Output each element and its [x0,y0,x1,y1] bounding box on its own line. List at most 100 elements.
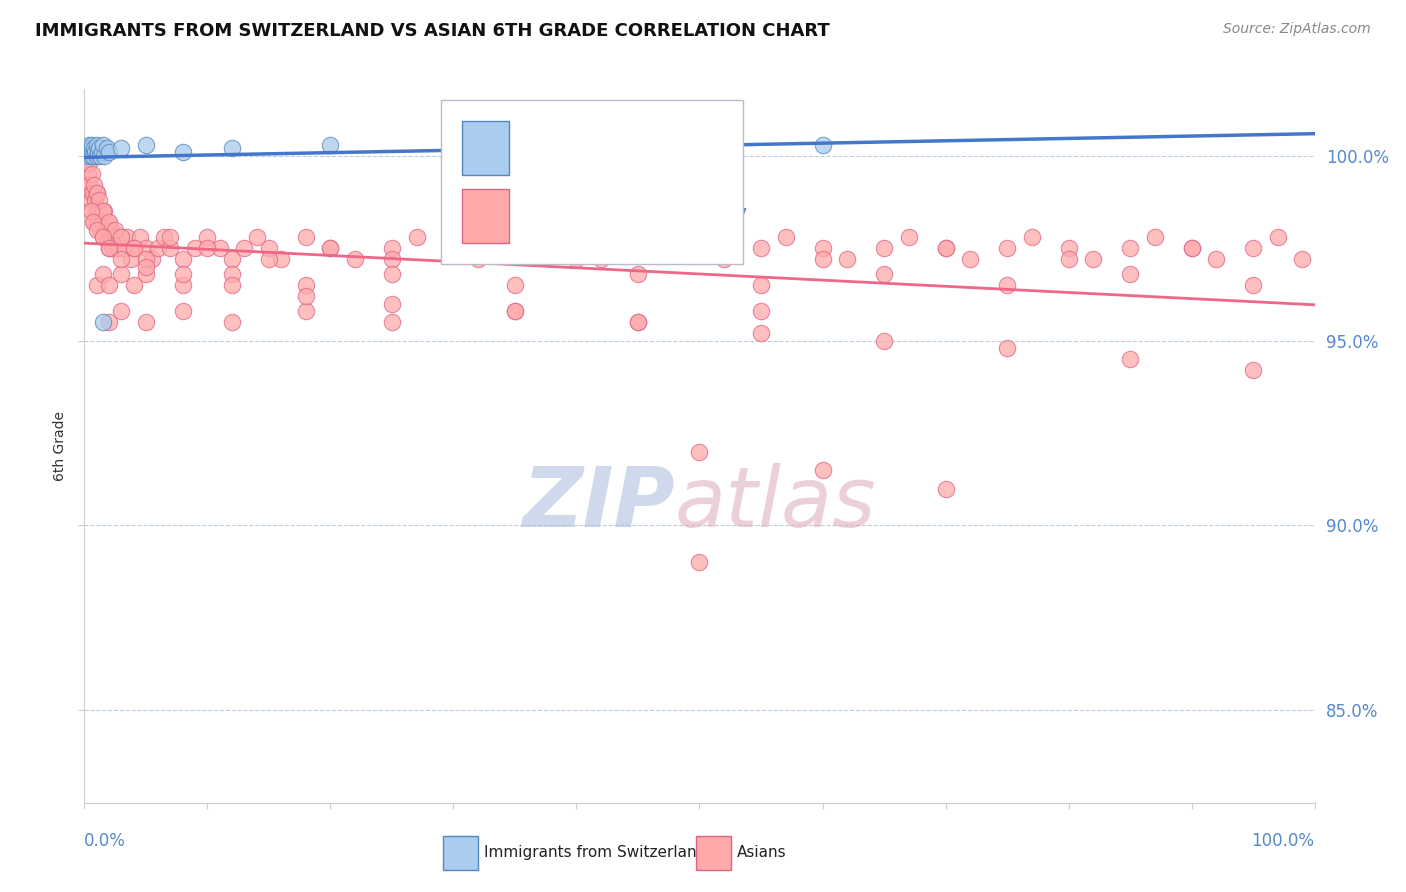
Point [148,241,170,255]
FancyBboxPatch shape [463,121,509,175]
Point [86,204,108,219]
Point [90,215,112,229]
Point [122,241,145,255]
Point [811,252,834,267]
Point [80,145,103,159]
Point [221,252,243,267]
Point [91,230,114,244]
Point [381,296,404,310]
Point [82,186,104,200]
Point [135,260,157,274]
Point [443,241,465,255]
Point [689,444,711,458]
Point [1083,252,1105,267]
Point [79,141,101,155]
Point [104,223,127,237]
Point [295,304,318,318]
Point [89,149,111,163]
Text: R =: R = [523,207,562,225]
Point [91,267,114,281]
Point [98,315,121,329]
Point [77,141,100,155]
Point [76,149,98,163]
Point [128,230,150,244]
Text: 0.0%: 0.0% [84,832,127,850]
Point [295,230,318,244]
Text: Source: ZipAtlas.com: Source: ZipAtlas.com [1223,22,1371,37]
Point [172,304,194,318]
Text: Asians: Asians [737,846,786,860]
Point [135,241,157,255]
Point [79,145,101,159]
Point [627,241,650,255]
FancyBboxPatch shape [441,100,742,264]
Point [110,141,132,155]
Text: 0.364: 0.364 [572,139,630,157]
Point [83,141,105,155]
Point [381,252,404,267]
Point [79,204,101,219]
Point [221,315,243,329]
Point [689,556,711,570]
Point [749,326,772,341]
Point [221,278,243,293]
Point [98,145,121,159]
Point [84,193,107,207]
Point [89,223,111,237]
Point [82,215,104,229]
Point [837,252,859,267]
Point [541,230,564,244]
Point [627,315,650,329]
Point [1119,267,1142,281]
Point [86,186,108,200]
Point [98,241,121,255]
Point [749,241,772,255]
Point [873,267,896,281]
Point [86,137,108,152]
Point [627,267,650,281]
Point [135,137,157,152]
Point [96,141,118,155]
Point [79,149,101,163]
Point [122,278,145,293]
Point [197,230,219,244]
Point [591,252,613,267]
Point [80,204,103,219]
Point [91,230,114,244]
Point [79,178,101,193]
Point [344,252,367,267]
Point [233,241,256,255]
Point [197,241,219,255]
Point [1205,252,1227,267]
Point [122,241,145,255]
Point [90,145,112,159]
Point [135,252,157,267]
Point [91,137,114,152]
Point [172,267,194,281]
Point [381,241,404,255]
Point [257,241,280,255]
Point [87,215,110,229]
Point [86,149,108,163]
Point [935,241,957,255]
Point [257,252,280,267]
Text: N =: N = [644,207,696,225]
Point [995,341,1018,355]
Point [503,278,526,293]
Point [651,230,673,244]
Point [749,304,772,318]
Point [1241,278,1264,293]
Point [405,230,427,244]
Point [77,167,100,181]
Point [467,252,489,267]
Point [811,137,834,152]
Y-axis label: 6th Grade: 6th Grade [53,411,67,481]
Point [935,241,957,255]
Point [295,278,318,293]
Point [172,145,194,159]
Point [82,149,104,163]
Point [94,223,117,237]
FancyBboxPatch shape [463,189,509,243]
Point [141,252,163,267]
Point [84,145,107,159]
